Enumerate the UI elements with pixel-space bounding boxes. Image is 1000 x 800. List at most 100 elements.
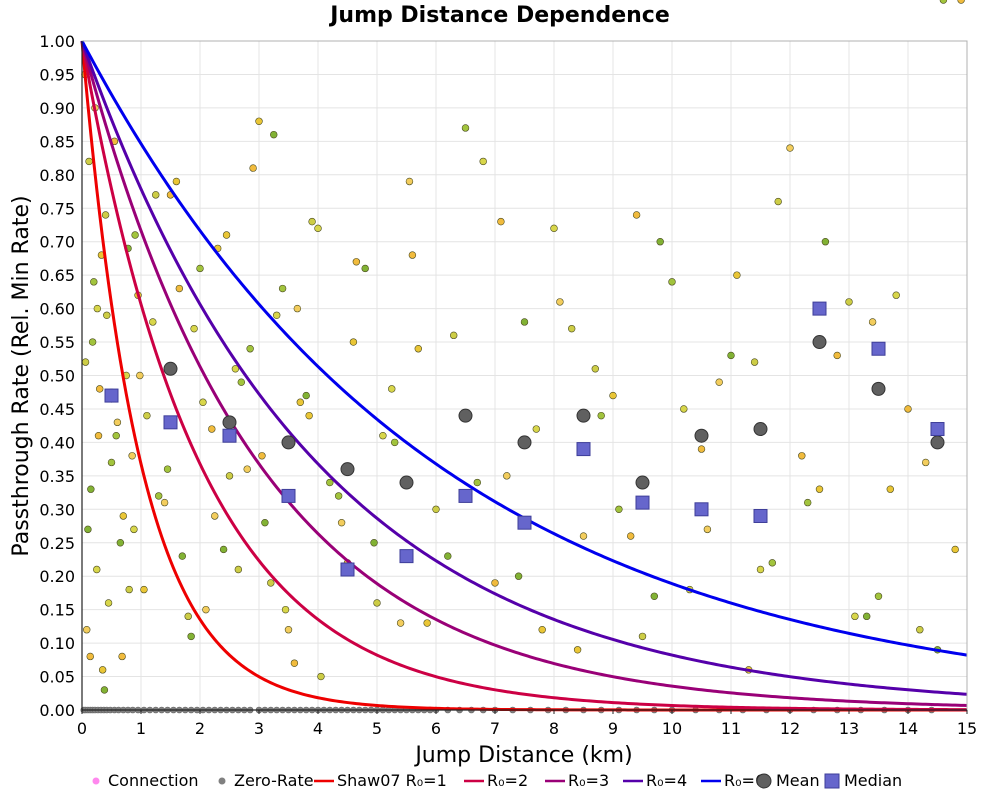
connection-point (302, 391, 310, 400)
connection-series (81, 0, 965, 694)
connection-point (160, 498, 169, 507)
connection-point (246, 345, 254, 353)
connection-point (352, 258, 361, 266)
connection-point (632, 211, 641, 219)
mean-point (812, 335, 827, 350)
connection-point (284, 626, 293, 634)
connection-point (638, 632, 647, 641)
connection-point (886, 485, 894, 493)
connection-point (81, 358, 90, 366)
connection-point (414, 345, 422, 353)
connection-point (199, 398, 207, 406)
connection-point (107, 458, 116, 467)
median-point (163, 415, 178, 430)
connection-point (202, 605, 210, 614)
y-tick-label: 0.55 (39, 333, 75, 352)
connection-point (278, 284, 287, 293)
connection-point (597, 411, 605, 420)
connection-point (680, 405, 688, 413)
connection-point (833, 351, 841, 360)
connection-point (609, 391, 617, 400)
connection-point (130, 525, 138, 534)
axes (81, 40, 968, 711)
x-tick-label: 4 (313, 719, 323, 738)
connection-point (94, 432, 103, 440)
connection-point (136, 371, 144, 380)
x-tick-label: 8 (549, 719, 559, 738)
connection-point (370, 539, 378, 547)
legend-label: Zero-Rate (234, 771, 314, 790)
mean-point (281, 435, 296, 450)
connection-point (503, 472, 511, 480)
connection-point (112, 432, 120, 440)
x-tick-label: 14 (898, 719, 918, 738)
legend-swatch-square (824, 773, 840, 789)
connection-point (140, 585, 148, 594)
connection-point (391, 438, 399, 447)
connection-point (118, 652, 126, 661)
connection-point (103, 311, 111, 319)
connection-point (862, 612, 871, 621)
connection-point (951, 545, 959, 554)
x-tick-label: 7 (490, 719, 500, 738)
mean-point (399, 475, 414, 490)
connection-point (444, 552, 452, 560)
connection-point (567, 324, 576, 333)
y-tick-label: 0.45 (39, 400, 75, 419)
connection-point (361, 264, 369, 273)
connection-point (172, 177, 181, 186)
connection-point (423, 619, 431, 627)
y-tick-label: 0.25 (39, 534, 75, 553)
connection-point (626, 532, 635, 540)
connection-point (497, 217, 505, 226)
connection-point (234, 565, 243, 574)
legend-label: Shaw07 R₀=1 (337, 771, 447, 790)
curve-r0-2 (80, 40, 968, 712)
connection-point (768, 559, 776, 567)
median-point (281, 488, 296, 503)
connection-point (237, 378, 246, 386)
connection-point (396, 619, 405, 627)
connection-point (591, 365, 599, 373)
connection-point (93, 304, 102, 313)
connection-point (152, 191, 160, 199)
legend-swatch-circle (756, 773, 772, 789)
y-tick-label: 0.85 (39, 132, 75, 151)
x-tick-label: 0 (77, 719, 87, 738)
legend-label: R₀=2 (487, 771, 528, 790)
connection-point (703, 525, 712, 534)
connection-point (573, 646, 582, 654)
legend-label: Connection (108, 771, 199, 790)
connection-point (208, 425, 216, 433)
connection-point (892, 291, 900, 299)
legend-label: Median (844, 771, 902, 790)
tick-labels: 0 1 2 3 4 5 6 7 8 9 10 11 12 13 14 150.000.050.100.150.… (39, 32, 977, 738)
connection-point (281, 605, 290, 614)
y-tick-label: 0.05 (39, 668, 75, 687)
x-tick-label: 2 (195, 719, 205, 738)
connection-point (786, 144, 794, 152)
connection-point (219, 545, 228, 554)
connection-point (916, 626, 924, 634)
connection-point (337, 518, 346, 527)
x-tick-label: 5 (372, 719, 382, 738)
connection-point (261, 518, 269, 527)
connection-point (116, 539, 125, 547)
y-tick-label: 0.35 (39, 467, 75, 486)
x-axis-title: Jump Distance (km) (413, 743, 632, 768)
connection-point (104, 599, 113, 607)
connection-point (290, 659, 299, 667)
connection-point (84, 525, 92, 534)
connection-point (293, 304, 302, 313)
connection-point (520, 318, 529, 326)
mean-point (635, 475, 650, 490)
connection-point (868, 318, 877, 326)
legend-label: R₀=4 (646, 771, 687, 790)
connection-point (615, 505, 623, 513)
mean-point (222, 415, 237, 430)
connection-point (255, 117, 263, 125)
connection-point (550, 224, 558, 233)
connection-point (815, 485, 824, 493)
chart-title: Jump Distance Dependence (328, 3, 670, 28)
